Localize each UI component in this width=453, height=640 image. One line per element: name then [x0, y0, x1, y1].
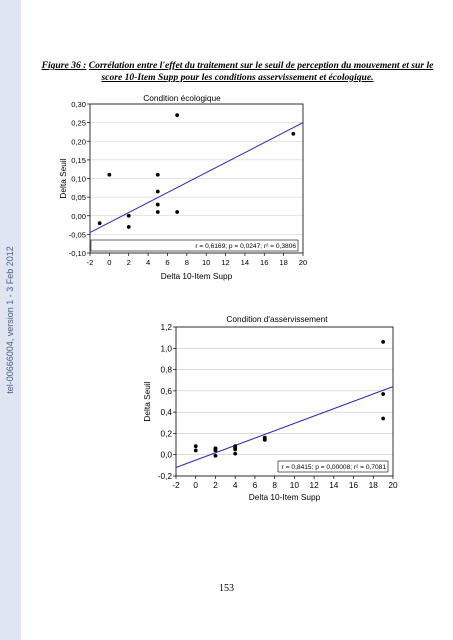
data-point	[381, 340, 386, 344]
x-tick-label: 10	[202, 258, 210, 267]
y-tick-label: 0,00	[71, 212, 86, 221]
y-tick-label: 0,05	[71, 193, 86, 202]
y-tick-label: 0,6	[160, 386, 172, 396]
x-tick-label: 4	[146, 258, 150, 267]
stats-annotation-box	[277, 460, 389, 473]
x-tick-label: 14	[241, 258, 249, 267]
y-tick-label: -0,2	[158, 471, 173, 481]
data-point	[193, 444, 198, 449]
y-tick-label: 0,2	[160, 428, 172, 438]
x-tick-label: 14	[329, 480, 339, 490]
x-tick-label: 20	[388, 480, 398, 490]
y-tick-label: -0,10	[69, 249, 86, 258]
data-point	[262, 437, 267, 442]
data-point	[213, 453, 218, 458]
y-axis-label: Delta Seuil	[58, 158, 68, 198]
y-tick-label: -0,05	[69, 230, 86, 239]
x-tick-label: 0	[193, 480, 198, 490]
y-tick-label: 1,0	[160, 343, 172, 353]
x-tick-label: 2	[127, 258, 131, 267]
y-tick-label: 0,15	[71, 156, 86, 165]
y-tick-label: 1,2	[160, 322, 172, 332]
data-point	[213, 448, 218, 453]
x-tick-label: 12	[309, 480, 319, 490]
y-tick-label: 0,20	[71, 137, 86, 146]
x-tick-label: 16	[260, 258, 268, 267]
y-tick-label: 0,30	[71, 100, 86, 109]
x-tick-label: 16	[349, 480, 359, 490]
y-axis-label: Delta Seuil	[142, 381, 152, 421]
x-tick-label: 6	[165, 258, 169, 267]
x-tick-label: -2	[172, 480, 180, 490]
x-tick-label: 8	[185, 258, 189, 267]
data-point	[155, 202, 160, 207]
x-tick-label: 8	[272, 480, 277, 490]
x-tick-label: -2	[87, 258, 94, 267]
x-tick-label: 12	[221, 258, 229, 267]
data-point	[107, 172, 112, 177]
data-point	[193, 448, 198, 453]
data-point	[97, 221, 102, 226]
stats-annotation: r = 0,8415; p = 0,00008; r² = 0,7081	[282, 464, 387, 471]
data-point	[155, 172, 160, 177]
sidebar-strip	[0, 0, 21, 640]
x-tick-label: 6	[253, 480, 258, 490]
x-tick-label: 18	[279, 258, 287, 267]
figure-caption-text: Corrélation entre l'effet du traitement …	[88, 60, 434, 83]
x-tick-label: 20	[299, 258, 307, 267]
data-point	[126, 225, 131, 229]
x-axis-label: Delta 10-Item Supp	[249, 492, 321, 502]
data-point	[291, 131, 296, 136]
y-tick-label: 0,8	[160, 365, 172, 375]
data-point	[126, 213, 131, 218]
data-point	[233, 447, 238, 452]
x-axis-label: Delta 10-Item Supp	[161, 271, 233, 281]
data-point	[175, 113, 180, 118]
x-tick-label: 4	[233, 480, 238, 490]
plot-frame	[175, 326, 394, 477]
figure-label: Figure 36 :	[41, 60, 87, 71]
x-tick-label: 18	[369, 480, 379, 490]
chart-title: Condition écologique	[143, 93, 221, 103]
data-point	[155, 189, 160, 194]
stats-annotation-box	[90, 239, 299, 252]
data-point	[233, 451, 238, 456]
x-tick-label: 0	[107, 258, 111, 267]
y-tick-label: 0,10	[71, 175, 86, 184]
data-point	[155, 210, 160, 214]
stats-annotation: r = 0,6169; p = 0,0247; r² = 0,3806	[195, 243, 296, 250]
data-point	[175, 210, 180, 214]
chart-title: Condition d'asservissement	[226, 314, 328, 324]
y-tick-label: 0,0	[160, 450, 172, 460]
data-point	[381, 392, 386, 396]
regression-line	[89, 122, 304, 233]
x-tick-label: 2	[213, 480, 218, 490]
y-tick-label: 0,4	[160, 407, 172, 417]
data-point	[381, 416, 386, 421]
x-tick-label: 10	[290, 480, 300, 490]
regression-line	[175, 386, 394, 468]
figure-caption: Figure 36 : Corrélation entre l'effet du…	[40, 60, 435, 84]
y-tick-label: 0,25	[71, 119, 86, 128]
page-number: 153	[219, 583, 234, 594]
